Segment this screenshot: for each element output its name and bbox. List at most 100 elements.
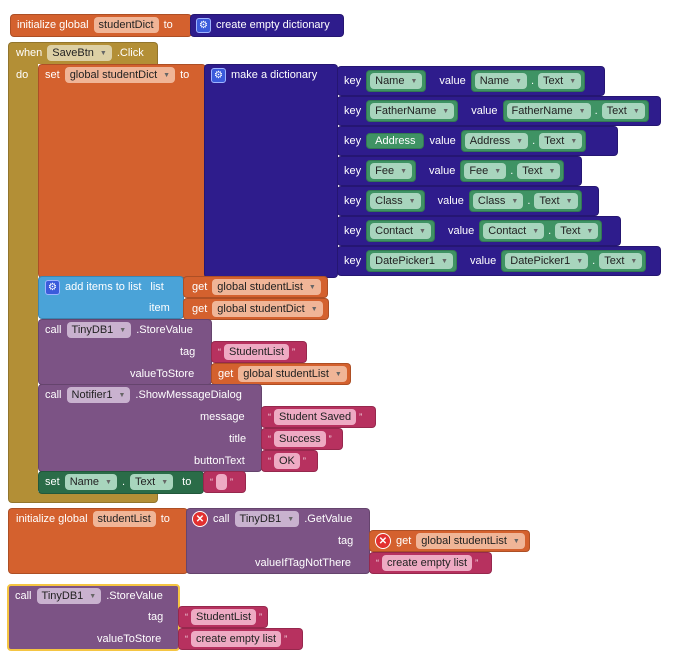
component-dropdown[interactable]: TinyDB1 ▼ xyxy=(36,588,102,604)
component-dropdown[interactable]: DatePicker1 ▼ xyxy=(505,253,589,269)
key-dropdown[interactable]: Fee ▼ xyxy=(370,163,413,179)
value-getter-block[interactable]: DatePicker1 ▼. Text ▼ xyxy=(501,250,647,272)
quote-open: “ xyxy=(218,347,221,357)
event-name: .Click xyxy=(116,47,144,59)
key-dropdown[interactable]: DatePicker1 ▼ xyxy=(370,253,453,269)
component-dropdown[interactable]: Name ▼ xyxy=(64,474,117,490)
text-field[interactable]: Student Saved xyxy=(274,409,357,425)
component-name: Address xyxy=(469,135,511,147)
key-component-block[interactable]: Fee ▼ xyxy=(366,160,417,182)
key-component-block[interactable]: FatherName ▼ xyxy=(366,100,459,122)
key-dropdown[interactable]: Name ▼ xyxy=(370,73,423,89)
text-field[interactable]: create empty list xyxy=(191,631,282,647)
dot: . xyxy=(592,255,596,267)
get-label: get xyxy=(396,535,412,547)
component-dropdown[interactable]: Address ▼ xyxy=(464,133,529,149)
gear-icon[interactable]: ⚙ xyxy=(196,17,211,33)
key-component-block[interactable]: DatePicker1 ▼ xyxy=(366,250,457,272)
quote-close: ” xyxy=(475,558,479,568)
chevron-down-icon: ▼ xyxy=(408,197,416,205)
quote-open: “ xyxy=(185,612,188,622)
valueToStore-label: valueToStore xyxy=(130,368,195,380)
component-dropdown[interactable]: TinyDB1 ▼ xyxy=(66,322,132,338)
tag-label: tag xyxy=(148,611,164,623)
key-dropdown[interactable]: Contact ▼ xyxy=(370,223,431,239)
var-name-field[interactable]: studentDict xyxy=(93,17,159,33)
component-name: FatherName xyxy=(511,105,573,117)
property-dropdown[interactable]: Text ▼ xyxy=(555,223,599,239)
text-field[interactable]: OK xyxy=(274,453,300,469)
variable-dropdown[interactable]: global studentDict ▼ xyxy=(212,301,323,317)
variable-dropdown[interactable]: global studentList ▼ xyxy=(212,279,321,295)
component-dropdown[interactable]: Contact ▼ xyxy=(483,223,545,239)
text-field[interactable]: StudentList xyxy=(224,344,290,360)
component-name: SaveBtn xyxy=(52,47,94,59)
do-label: do xyxy=(16,69,29,81)
init-label: initialize global xyxy=(17,19,89,31)
init-global-studentList-block[interactable] xyxy=(8,508,188,574)
set-label: set xyxy=(45,476,60,488)
text-field[interactable]: Success xyxy=(274,431,326,447)
property-dropdown[interactable]: Text ▼ xyxy=(599,253,643,269)
component-dropdown[interactable]: SaveBtn ▼ xyxy=(47,45,112,61)
component-name: Class xyxy=(477,195,506,207)
gear-icon[interactable]: ⚙ xyxy=(211,67,226,83)
create-empty-dictionary-block[interactable] xyxy=(190,14,344,37)
chevron-down-icon: ▼ xyxy=(310,305,318,313)
value-getter-block[interactable]: Name ▼. Text ▼ xyxy=(470,70,586,92)
key-label: key xyxy=(344,195,362,207)
component-dropdown[interactable]: FatherName ▼ xyxy=(506,103,591,119)
key-dropdown[interactable]: Class ▼ xyxy=(370,193,421,209)
text-field[interactable]: StudentList xyxy=(191,609,257,625)
component-dropdown[interactable]: Name ▼ xyxy=(474,73,527,89)
key-component-block[interactable]: Class ▼ xyxy=(366,190,425,212)
error-icon[interactable]: ✕ xyxy=(375,533,391,549)
property-name: Text xyxy=(135,476,156,488)
quote-open: “ xyxy=(376,558,379,568)
component-dropdown[interactable]: Fee ▼ xyxy=(464,163,507,179)
property-dropdown[interactable]: Text ▼ xyxy=(517,163,561,179)
variable-name: global studentDict xyxy=(69,69,158,81)
key-component-block[interactable]: Contact ▼ xyxy=(366,220,435,242)
key-label: key xyxy=(344,165,362,177)
quote-open: “ xyxy=(185,634,188,644)
variable-dropdown[interactable]: global studentList ▼ xyxy=(238,366,347,382)
quote-open: “ xyxy=(268,434,271,444)
value-getter-block[interactable]: Contact ▼. Text ▼ xyxy=(479,220,603,242)
property-dropdown[interactable]: Text ▼ xyxy=(601,103,645,119)
value-getter-block[interactable]: Fee ▼. Text ▼ xyxy=(460,160,565,182)
gear-icon[interactable]: ⚙ xyxy=(45,279,60,295)
chevron-down-icon: ▼ xyxy=(442,107,450,115)
var-name-field[interactable]: studentList xyxy=(92,511,156,527)
variable-dropdown[interactable]: global studentDict ▼ xyxy=(64,67,176,83)
value-getter-block[interactable]: Address ▼. Text ▼ xyxy=(460,130,587,152)
add-items-to-list-block[interactable] xyxy=(38,276,184,319)
method-name: .StoreValue xyxy=(106,590,163,602)
property-dropdown[interactable]: Text ▼ xyxy=(130,474,174,490)
method-name: .ShowMessageDialog xyxy=(135,389,242,401)
quote-open: “ xyxy=(268,412,271,422)
component-dropdown[interactable]: TinyDB1 ▼ xyxy=(234,511,300,527)
key-component-block[interactable]: Address xyxy=(366,133,425,149)
value-getter-block[interactable]: Class ▼. Text ▼ xyxy=(468,190,582,212)
key-component-block[interactable]: Name ▼ xyxy=(366,70,427,92)
set-global-studentDict-block[interactable] xyxy=(38,64,206,278)
property-name: Text xyxy=(544,135,565,147)
component-dropdown[interactable]: Class ▼ xyxy=(472,193,524,209)
key-dropdown[interactable]: FatherName ▼ xyxy=(370,103,455,119)
text-field[interactable]: create empty list xyxy=(382,555,473,571)
property-dropdown[interactable]: Text ▼ xyxy=(534,193,578,209)
value-getter-block[interactable]: FatherName ▼. Text ▼ xyxy=(502,100,649,122)
component-dropdown[interactable]: Notifier1 ▼ xyxy=(66,387,131,403)
variable-dropdown[interactable]: global studentList ▼ xyxy=(416,533,525,549)
get-label: get xyxy=(192,281,208,293)
method-name: .StoreValue xyxy=(136,324,193,336)
text-field[interactable] xyxy=(216,474,227,490)
component-name: Notifier1 xyxy=(71,389,113,401)
property-dropdown[interactable]: Text ▼ xyxy=(539,133,583,149)
chevron-down-icon: ▼ xyxy=(576,257,584,265)
property-dropdown[interactable]: Text ▼ xyxy=(538,73,582,89)
make-a-dictionary-block[interactable] xyxy=(204,64,338,278)
call-label: call xyxy=(15,590,32,602)
error-icon[interactable]: ✕ xyxy=(192,511,208,527)
